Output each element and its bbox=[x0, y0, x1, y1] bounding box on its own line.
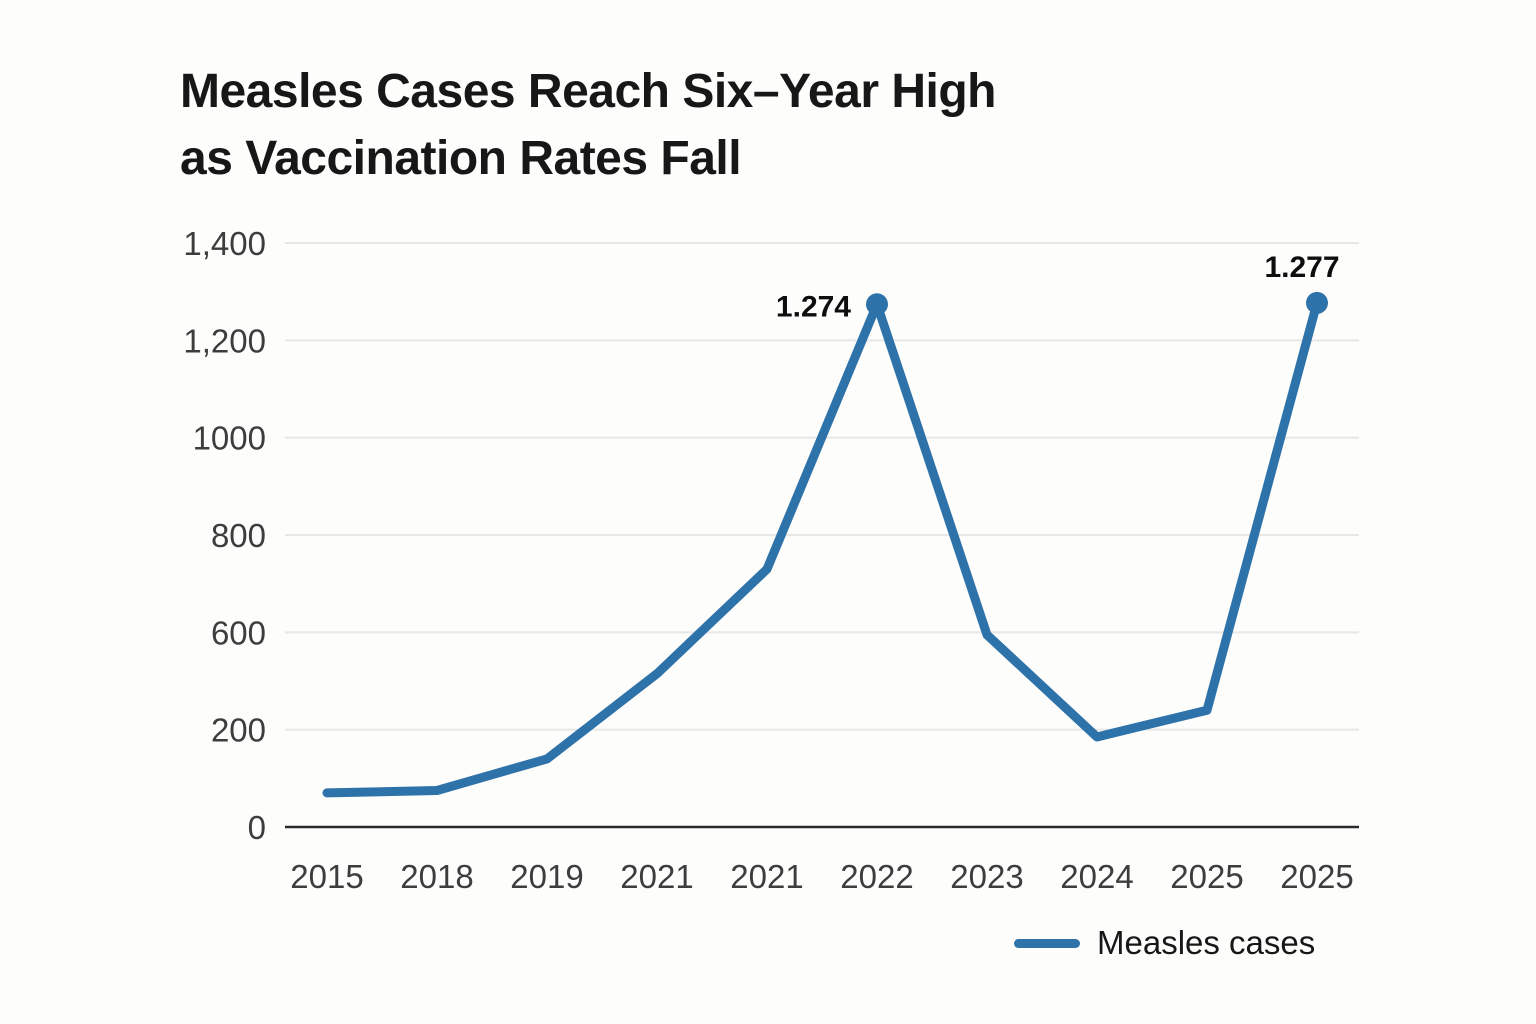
y-axis-tick-label: 800 bbox=[211, 517, 266, 554]
x-axis-tick-label: 2021 bbox=[730, 858, 803, 895]
y-axis-tick-label: 1000 bbox=[193, 420, 266, 457]
legend-label: Measles cases bbox=[1097, 924, 1316, 961]
x-axis-tick-label: 2025 bbox=[1280, 858, 1353, 895]
y-axis-tick-label: 0 bbox=[248, 809, 266, 846]
x-axis-tick-label: 2025 bbox=[1170, 858, 1243, 895]
x-axis-tick-label: 2021 bbox=[620, 858, 693, 895]
y-axis-tick-label: 1,400 bbox=[183, 225, 266, 262]
x-axis-tick-label: 2024 bbox=[1060, 858, 1133, 895]
y-axis-tick-label: 600 bbox=[211, 614, 266, 651]
x-axis-tick-label: 2022 bbox=[840, 858, 913, 895]
data-point-label: 1.274 bbox=[776, 290, 851, 323]
y-axis-tick-label: 200 bbox=[211, 712, 266, 749]
measles-cases-line bbox=[322, 298, 1322, 798]
data-point-marker bbox=[1306, 291, 1328, 314]
data-point-marker bbox=[866, 293, 888, 316]
x-axis-tick-label: 2023 bbox=[950, 858, 1023, 895]
legend: Measles cases bbox=[1014, 924, 1315, 962]
y-axis-tick-label: 1,200 bbox=[183, 322, 266, 359]
chart-title: Measles Cases Reach Six–Year High as Vac… bbox=[180, 58, 996, 192]
chart-title-line-2: as Vaccination Rates Fall bbox=[180, 132, 742, 185]
x-axis-tick-label: 2019 bbox=[510, 858, 583, 895]
legend-line-swatch bbox=[1014, 938, 1080, 948]
x-axis-tick-label: 2018 bbox=[400, 858, 473, 895]
data-point-label: 1.277 bbox=[1264, 251, 1339, 284]
chart-title-line-1: Measles Cases Reach Six–Year High bbox=[180, 65, 996, 118]
x-axis-tick-label: 2015 bbox=[290, 858, 363, 895]
